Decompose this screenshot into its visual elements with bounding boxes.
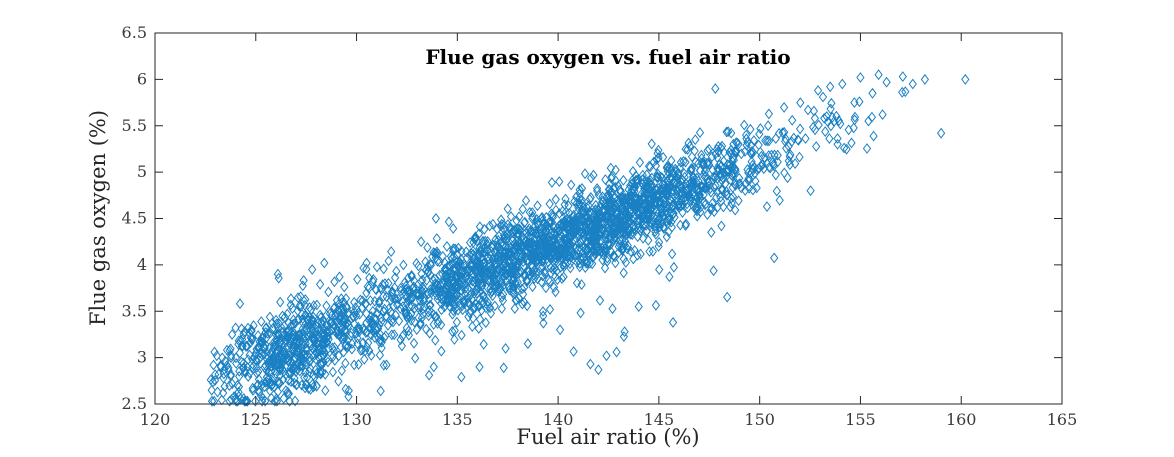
scatter-marker-path [206,69,970,407]
x-tick-label: 145 [644,410,675,429]
x-tick-label: 160 [946,410,977,429]
x-tick-label: 120 [140,410,171,429]
tick-marks [154,32,1063,405]
y-tick-label: 3 [137,348,147,367]
y-tick-label: 2.5 [122,394,147,413]
x-axis-label: Fuel air ratio (%) [516,425,699,449]
x-tick-label: 125 [241,410,272,429]
y-tick-label: 4.5 [122,209,147,228]
x-tick-labels: 120 125 130 135 140 145 150 155 160 165 [140,410,1078,429]
y-tick-label: 3.5 [122,301,147,320]
y-tick-label: 4 [137,255,147,274]
y-tick-label: 5.5 [122,116,147,135]
x-tick-label: 130 [341,410,372,429]
x-tick-label: 135 [442,410,473,429]
y-tick-labels: 2.5 3 3.5 4 4.5 5 5.5 6 6.5 [122,23,147,413]
x-tick-label: 150 [744,410,775,429]
x-tick-label: 140 [543,410,574,429]
x-tick-label: 155 [845,410,876,429]
scatter-points [206,69,970,407]
y-tick-label: 5 [137,162,147,181]
y-tick-label: 6 [137,69,147,88]
y-axis-label: Flue gas oxygen (%) [86,110,110,326]
chart-title: Flue gas oxygen vs. fuel air ratio [425,45,790,69]
y-tick-label: 6.5 [122,23,147,42]
x-tick-label: 165 [1047,410,1078,429]
